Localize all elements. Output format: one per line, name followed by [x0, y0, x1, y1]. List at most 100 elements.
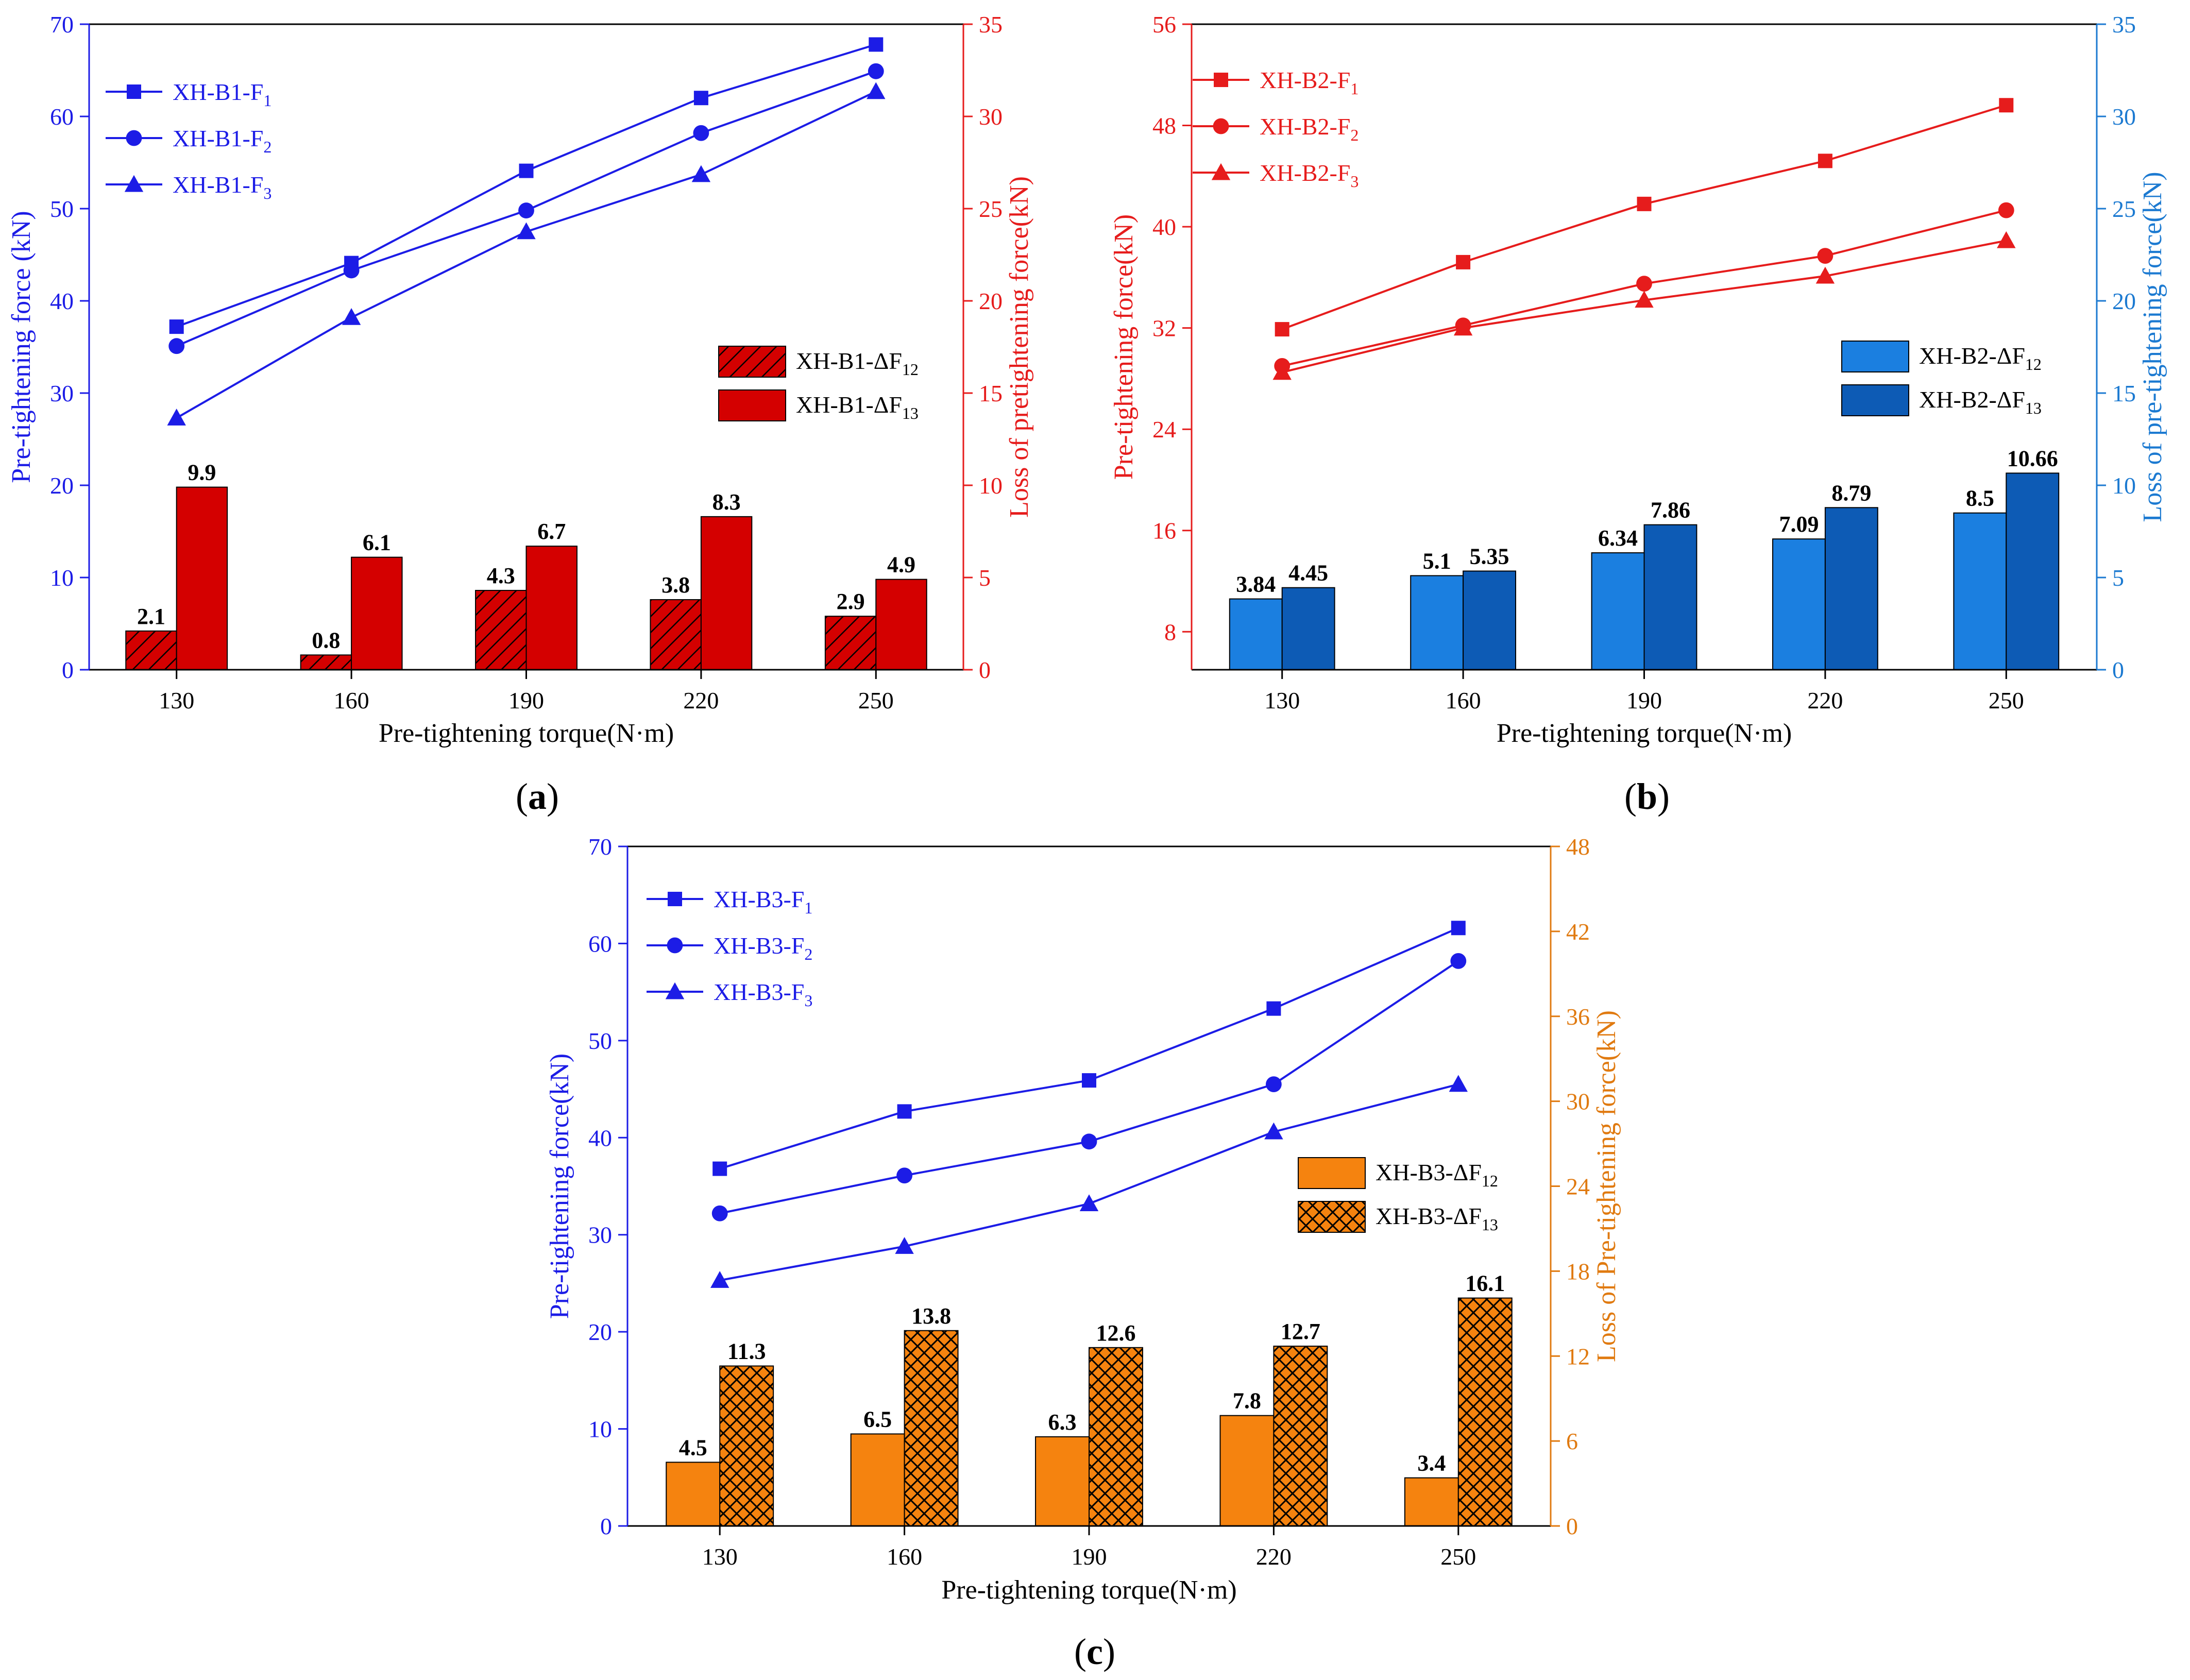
line-point-1-160	[897, 1104, 912, 1119]
bar-label-13-160: 5.35	[1470, 544, 1509, 569]
line-point-2-130	[711, 1205, 728, 1221]
x-tick-label-250: 250	[858, 687, 894, 714]
left-axis-title: Pre-tightening force(kN)	[545, 1054, 574, 1319]
line-series-1	[169, 37, 884, 334]
right-axis-title: Loss of pre-tightening force(kN)	[2138, 172, 2167, 522]
bar-label-12-160: 6.5	[863, 1406, 892, 1432]
line-point-3-160	[895, 1237, 914, 1254]
left-tick-label-60: 60	[50, 104, 74, 130]
left-tick-label-30: 30	[50, 380, 74, 406]
x-axis-title: Pre-tightening torque(N·m)	[379, 719, 674, 748]
bar-12-220	[650, 599, 702, 670]
line-point-3-190	[1079, 1194, 1099, 1211]
bar-12-190	[1591, 552, 1645, 670]
left-tick-label-50: 50	[50, 196, 74, 222]
right-tick-label-30: 30	[979, 104, 1003, 130]
x-tick-label-160: 160	[887, 1543, 922, 1570]
bar-label-13-250: 16.1	[1465, 1271, 1505, 1296]
legend-bar-label-12: XH-B1-ΔF12	[796, 348, 919, 379]
line-point-2-220	[1266, 1076, 1282, 1093]
bar-12-130	[1229, 598, 1283, 670]
legend-line-marker-3	[665, 982, 685, 999]
line-series-3	[1272, 231, 2016, 380]
bar-label-12-250: 3.4	[1417, 1451, 1446, 1476]
left-tick-label-0: 0	[600, 1513, 612, 1539]
legend-line-label-2: XH-B3-F2	[714, 932, 812, 963]
bar-13-250	[2006, 472, 2060, 670]
bar-label-12-160: 0.8	[312, 627, 340, 653]
bar-13-220	[700, 516, 753, 670]
bar-12-220	[1772, 538, 1826, 670]
bar-label-13-250: 10.66	[2007, 446, 2058, 471]
right-tick-label-18: 18	[1566, 1258, 1590, 1284]
line-point-2-130	[168, 338, 185, 354]
right-tick-label-20: 20	[979, 288, 1003, 314]
left-tick-label-8: 8	[1164, 619, 1176, 645]
right-tick-label-6: 6	[1566, 1428, 1578, 1454]
bar-label-12-190: 6.34	[1598, 525, 1638, 551]
right-tick-label-25: 25	[979, 196, 1003, 222]
right-tick-label-24: 24	[1566, 1174, 1590, 1200]
x-tick-label-130: 130	[702, 1543, 738, 1570]
bar-12-160	[300, 654, 352, 670]
panel-label-b: (b)	[1624, 776, 1670, 817]
line-point-2-250	[1450, 953, 1467, 969]
bar-13-160	[1463, 570, 1517, 670]
bar-label-13-190: 12.6	[1096, 1320, 1135, 1346]
right-tick-label-10: 10	[2112, 472, 2136, 499]
line-point-1-190	[1082, 1073, 1096, 1088]
bar-12-160	[1410, 575, 1464, 671]
left-tick-label-70: 70	[588, 834, 612, 860]
legend-bar-label-12: XH-B3-ΔF12	[1376, 1159, 1498, 1190]
line-point-2-160	[343, 262, 360, 279]
right-tick-label-12: 12	[1566, 1343, 1590, 1369]
legend-line-label-3: XH-B1-F3	[173, 172, 271, 202]
left-tick-label-10: 10	[50, 565, 74, 591]
bar-label-12-160: 5.1	[1423, 548, 1451, 573]
line-point-3-160	[1453, 318, 1473, 336]
right-tick-label-10: 10	[979, 472, 1003, 499]
right-tick-label-30: 30	[2112, 104, 2136, 130]
line-path-1	[719, 927, 1459, 1170]
line-point-2-190	[1636, 276, 1652, 292]
left-tick-label-60: 60	[588, 930, 612, 957]
left-tick-label-30: 30	[588, 1222, 612, 1248]
x-tick-label-220: 220	[1807, 687, 1843, 714]
right-tick-label-15: 15	[2112, 380, 2136, 406]
bar-13-190	[1643, 524, 1697, 670]
legend-bar-swatch-12	[1841, 341, 1909, 372]
left-tick-label-20: 20	[50, 472, 74, 499]
legend-line-label-2: XH-B1-F2	[173, 125, 271, 156]
legend-line-label-2: XH-B2-F2	[1260, 113, 1359, 144]
line-point-3-130	[167, 409, 186, 426]
left-tick-label-40: 40	[588, 1125, 612, 1151]
line-series-2	[711, 953, 1467, 1221]
bar-13-190	[1089, 1347, 1143, 1526]
legend-line-label-3: XH-B2-F3	[1260, 160, 1359, 191]
line-point-1-190	[1637, 196, 1652, 211]
left-tick-label-40: 40	[50, 288, 74, 314]
bar-series-12: 2.1 0.8 4.3 3.8 2.9	[125, 563, 877, 671]
left-tick-label-50: 50	[588, 1028, 612, 1054]
right-axis-title: Loss of pretightening force(kN)	[1005, 176, 1034, 518]
legend-line-marker-1	[668, 892, 682, 906]
line-point-2-250	[868, 63, 884, 79]
bar-label-12-190: 6.3	[1048, 1410, 1077, 1435]
legend-bars: XH-B1-ΔF12 XH-B1-ΔF13	[718, 346, 919, 422]
x-tick-label-160: 160	[1446, 687, 1481, 714]
right-tick-label-36: 36	[1566, 1004, 1590, 1030]
bar-13-220	[1273, 1346, 1328, 1527]
bar-label-13-130: 11.3	[727, 1338, 766, 1364]
bar-12-190	[1035, 1436, 1090, 1527]
right-tick-label-42: 42	[1566, 919, 1590, 945]
line-point-2-160	[896, 1167, 912, 1184]
bar-12-160	[850, 1433, 905, 1527]
x-tick-label-250: 250	[1440, 1543, 1476, 1570]
bar-label-12-250: 2.9	[837, 589, 865, 614]
x-tick-label-250: 250	[1989, 687, 2024, 714]
bar-label-12-130: 2.1	[137, 604, 165, 629]
line-point-3-190	[1635, 291, 1654, 308]
line-point-1-130	[1275, 322, 1289, 337]
bar-12-130	[666, 1462, 721, 1526]
